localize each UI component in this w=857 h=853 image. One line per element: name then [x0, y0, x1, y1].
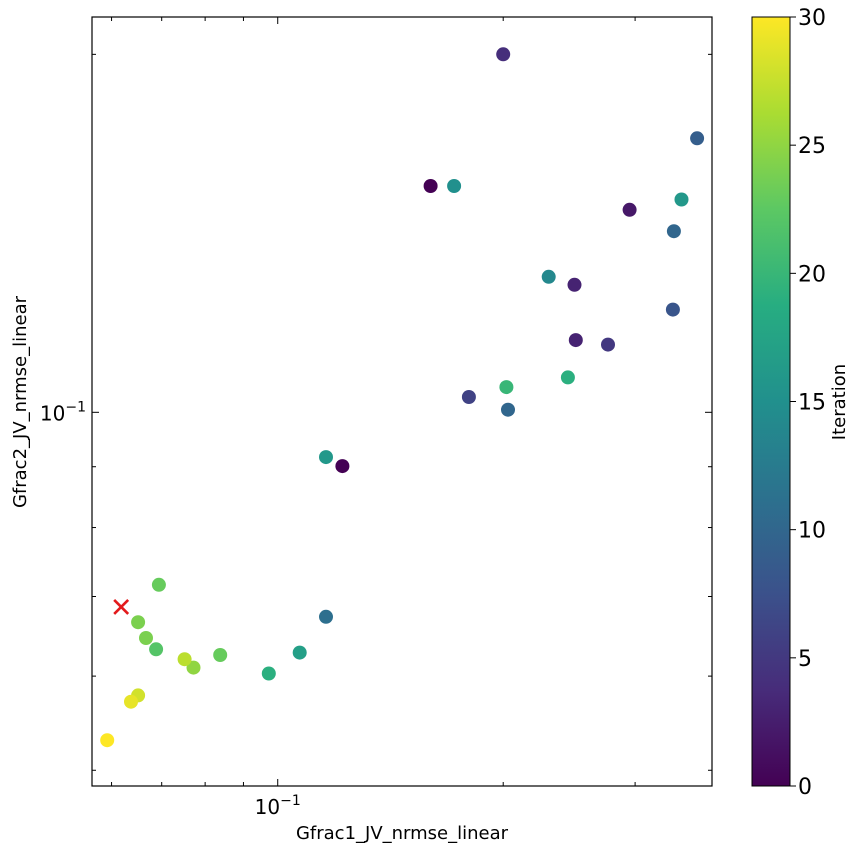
x-axis-label: Gfrac1_JV_nrmse_linear [296, 823, 509, 844]
y-tick-labels: 10−1 [40, 399, 86, 425]
y-axis-ticks [92, 53, 712, 771]
scatter-point [541, 269, 556, 284]
scatter-point [499, 380, 514, 395]
colorbar-tick-label: 5 [798, 647, 812, 672]
scatter-point [213, 648, 228, 662]
scatter-point [447, 179, 462, 193]
scatter-point [319, 450, 333, 465]
scatter-point [139, 631, 153, 645]
colorbar-ticks: 0 5 10 15 20 25 30 [790, 6, 826, 800]
x-tick-label: 10−1 [255, 793, 301, 819]
scatter-point [690, 131, 705, 146]
scatter-point [665, 302, 680, 317]
colorbar-label: Iteration [829, 364, 850, 440]
x-tick-labels: 10−1 [255, 793, 301, 819]
scatter-point [601, 337, 615, 352]
scatter-point [100, 733, 115, 748]
scatter-point [131, 615, 146, 630]
scatter-point [124, 694, 138, 709]
colorbar-tick-label: 20 [798, 262, 826, 287]
scatter-point [568, 333, 583, 348]
scatter-point [335, 459, 350, 474]
colorbar-tick-label: 30 [798, 6, 826, 31]
colorbar [751, 16, 791, 787]
scatter-point [292, 645, 307, 660]
scatter-points [100, 47, 705, 748]
scatter-point [177, 652, 192, 667]
plot-area-frame [91, 16, 713, 787]
scatter-point [186, 660, 201, 675]
scatter-point [567, 277, 582, 292]
x-axis-ticks [111, 17, 636, 786]
colorbar-tick-label: 25 [798, 134, 826, 159]
scatter-point [666, 224, 681, 239]
scatter-point [501, 402, 515, 417]
scatter-point [496, 47, 511, 62]
scatter-point [622, 202, 637, 217]
scatter-point [423, 179, 438, 193]
scatter-point [261, 666, 276, 681]
reference-marker [113, 599, 130, 615]
y-tick-label: 10−1 [40, 399, 86, 425]
scatter-point [319, 609, 333, 624]
scatter-point [674, 192, 689, 207]
y-axis-label: Gfrac2_JV_nrmse_linear [10, 295, 31, 508]
x-marker [113, 599, 130, 615]
scatter-point [149, 642, 164, 657]
colorbar-tick-label: 15 [798, 391, 826, 416]
colorbar-tick-label: 10 [798, 519, 826, 544]
scatter-point [461, 390, 476, 404]
colorbar-tick-label: 0 [798, 775, 812, 800]
scatter-point [151, 577, 166, 592]
scatter-point [560, 370, 575, 385]
